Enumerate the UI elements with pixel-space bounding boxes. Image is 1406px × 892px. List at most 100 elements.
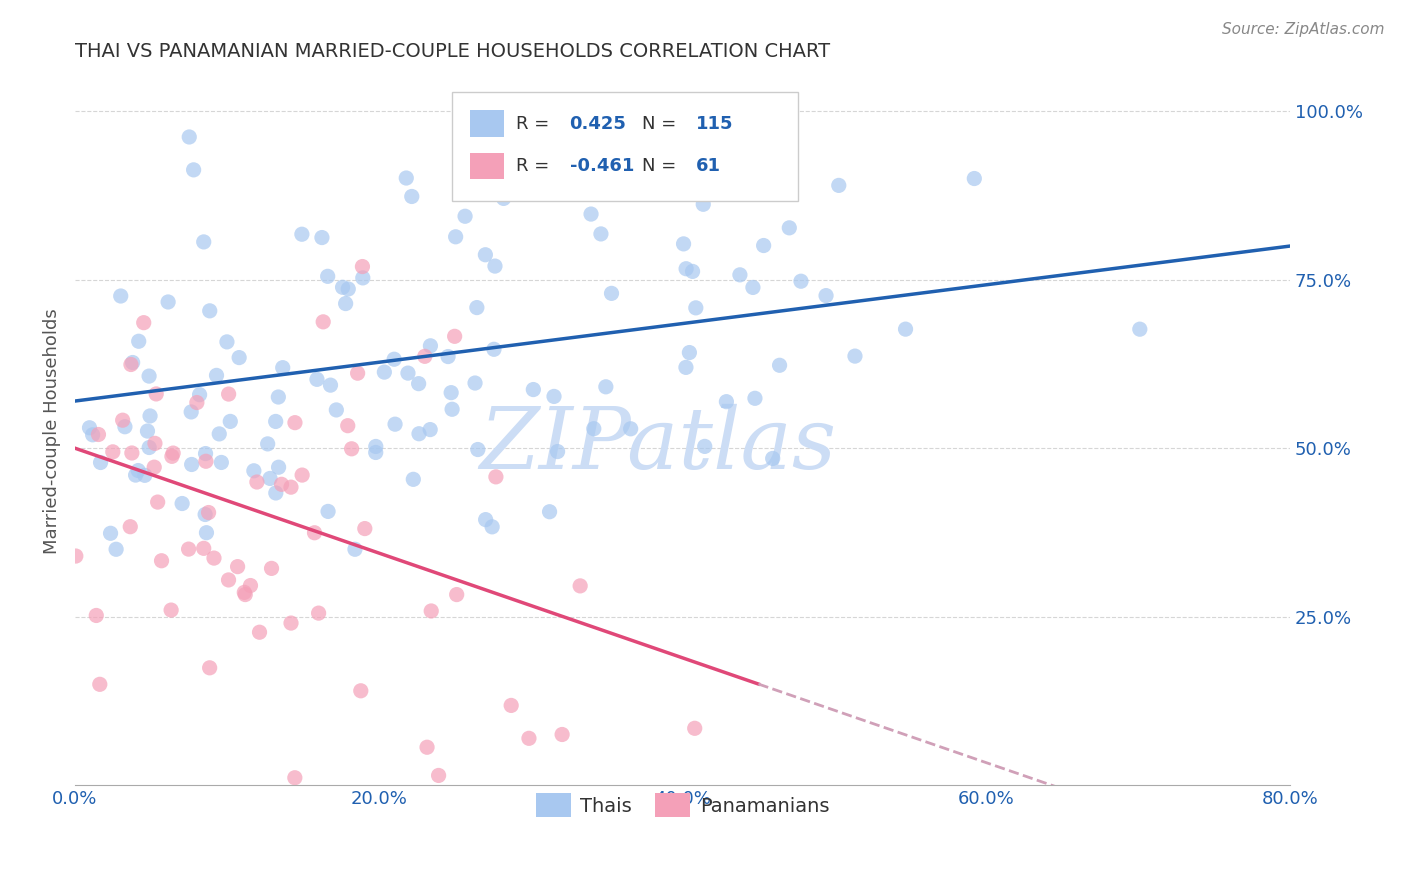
Point bbox=[373, 365, 395, 379]
Point bbox=[218, 387, 240, 401]
Point bbox=[815, 288, 838, 302]
Point bbox=[337, 282, 360, 296]
Point bbox=[685, 301, 707, 315]
Point bbox=[239, 578, 262, 592]
Point bbox=[260, 561, 283, 575]
Point bbox=[551, 727, 574, 741]
Point bbox=[194, 446, 217, 460]
Point bbox=[336, 418, 359, 433]
Point bbox=[894, 322, 917, 336]
Point bbox=[474, 513, 496, 527]
Text: R =: R = bbox=[516, 157, 555, 175]
Point bbox=[437, 350, 460, 364]
Point bbox=[291, 227, 314, 242]
Point bbox=[828, 178, 851, 193]
Point bbox=[589, 227, 612, 241]
Text: THAI VS PANAMANIAN MARRIED-COUPLE HOUSEHOLDS CORRELATION CHART: THAI VS PANAMANIAN MARRIED-COUPLE HOUSEH… bbox=[75, 42, 830, 61]
Point bbox=[160, 450, 183, 464]
Point bbox=[198, 303, 221, 318]
Text: -0.461: -0.461 bbox=[569, 157, 634, 175]
Point bbox=[600, 286, 623, 301]
Point bbox=[124, 468, 146, 483]
Point bbox=[246, 475, 269, 489]
Point bbox=[408, 426, 430, 441]
Point bbox=[332, 280, 354, 294]
Point bbox=[138, 369, 160, 384]
Point bbox=[522, 383, 544, 397]
Point bbox=[267, 390, 290, 404]
Point bbox=[183, 162, 205, 177]
Point bbox=[454, 209, 477, 223]
Point bbox=[304, 525, 326, 540]
Point bbox=[408, 376, 430, 391]
Point bbox=[180, 405, 202, 419]
Point bbox=[134, 468, 156, 483]
Point bbox=[243, 464, 266, 478]
Point bbox=[395, 171, 418, 186]
Point bbox=[420, 604, 443, 618]
Point bbox=[444, 229, 467, 244]
Point bbox=[762, 451, 785, 466]
Point bbox=[465, 301, 488, 315]
Legend: Thais, Panamanians: Thais, Panamanians bbox=[527, 786, 838, 825]
Point bbox=[143, 436, 166, 450]
Point bbox=[305, 372, 328, 386]
Point bbox=[485, 470, 508, 484]
Point bbox=[79, 421, 101, 435]
Point bbox=[90, 455, 112, 469]
Point bbox=[186, 395, 208, 409]
Point bbox=[162, 446, 184, 460]
Point bbox=[111, 413, 134, 427]
Point bbox=[353, 522, 375, 536]
Point bbox=[364, 440, 387, 454]
Point bbox=[270, 477, 292, 491]
Point bbox=[343, 542, 366, 557]
Y-axis label: Married-couple Households: Married-couple Households bbox=[44, 309, 60, 554]
Point bbox=[484, 259, 506, 273]
Point bbox=[1129, 322, 1152, 336]
Point bbox=[778, 220, 800, 235]
Point bbox=[197, 506, 219, 520]
Point bbox=[440, 385, 463, 400]
Point bbox=[177, 542, 200, 557]
Point bbox=[352, 260, 374, 274]
Point bbox=[482, 343, 505, 357]
Point bbox=[768, 359, 790, 373]
Point bbox=[291, 468, 314, 483]
Point bbox=[716, 394, 738, 409]
Point bbox=[620, 422, 643, 436]
Point bbox=[145, 387, 167, 401]
Point bbox=[692, 197, 714, 211]
Point bbox=[419, 423, 441, 437]
Point bbox=[382, 352, 405, 367]
Point bbox=[427, 768, 450, 782]
Point bbox=[675, 360, 697, 375]
Point bbox=[219, 414, 242, 428]
Point bbox=[264, 486, 287, 500]
Point bbox=[474, 248, 496, 262]
Point bbox=[120, 358, 142, 372]
Point bbox=[312, 315, 335, 329]
Point bbox=[193, 235, 215, 249]
Point bbox=[194, 508, 217, 522]
Point bbox=[316, 269, 339, 284]
Point bbox=[402, 472, 425, 486]
Point bbox=[467, 442, 489, 457]
Point bbox=[319, 378, 342, 392]
Text: Source: ZipAtlas.com: Source: ZipAtlas.com bbox=[1222, 22, 1385, 37]
Point bbox=[742, 280, 765, 294]
Point bbox=[728, 268, 751, 282]
Text: ZIPatlas: ZIPatlas bbox=[479, 404, 837, 487]
Point bbox=[280, 616, 302, 631]
Point bbox=[132, 316, 155, 330]
Point bbox=[396, 366, 419, 380]
Point bbox=[205, 368, 228, 383]
Point bbox=[65, 549, 87, 563]
Point bbox=[233, 585, 256, 599]
Point bbox=[501, 698, 523, 713]
Text: 0.425: 0.425 bbox=[569, 114, 627, 133]
Point bbox=[693, 439, 716, 453]
Point bbox=[160, 603, 183, 617]
Point bbox=[188, 387, 211, 401]
FancyBboxPatch shape bbox=[451, 92, 799, 202]
